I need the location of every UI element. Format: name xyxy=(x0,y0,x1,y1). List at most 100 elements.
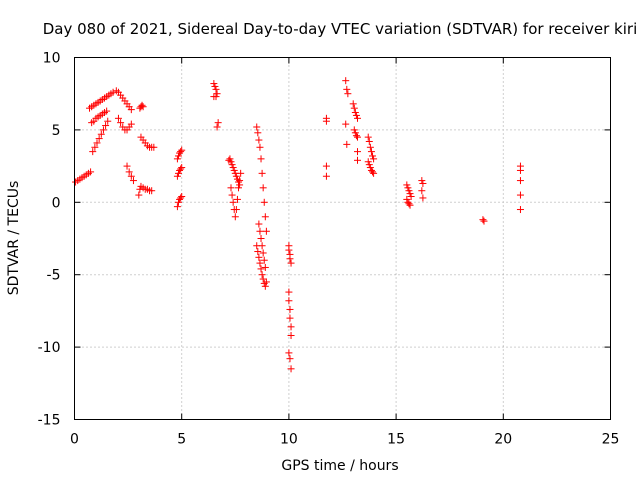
data-point xyxy=(322,117,330,125)
data-point xyxy=(233,195,241,203)
data-point xyxy=(211,82,219,90)
data-point xyxy=(123,162,131,170)
data-point xyxy=(256,227,264,235)
data-point xyxy=(254,129,262,137)
data-point xyxy=(178,146,186,154)
data-point xyxy=(178,164,186,172)
x-tick-label: 25 xyxy=(602,432,620,448)
data-point xyxy=(286,305,294,313)
data-point xyxy=(366,164,374,172)
data-point xyxy=(95,135,103,143)
data-point xyxy=(212,93,220,101)
axis-ticks: 0 5 10 15 20 25 10 5 0 -5 -10 -15 xyxy=(38,51,620,448)
data-point xyxy=(287,332,295,340)
data-point xyxy=(255,220,263,228)
data-point xyxy=(405,187,413,195)
chart-title: Day 080 of 2021, Sidereal Day-to-day VTE… xyxy=(43,20,638,38)
data-point xyxy=(350,126,358,134)
data-point xyxy=(236,177,244,185)
data-point xyxy=(364,158,372,166)
data-point xyxy=(343,140,351,148)
data-point xyxy=(237,169,245,177)
data-point xyxy=(260,256,268,264)
data-point xyxy=(322,162,330,170)
data-point xyxy=(255,136,263,144)
y-tick-label: -10 xyxy=(38,340,61,356)
data-point xyxy=(260,198,268,206)
data-point xyxy=(354,114,362,122)
data-point xyxy=(350,104,358,112)
data-point xyxy=(148,187,156,195)
data-point xyxy=(173,172,181,180)
data-point xyxy=(139,103,147,111)
data-point xyxy=(404,184,412,192)
data-point xyxy=(253,242,261,250)
data-point xyxy=(260,279,268,287)
data-point xyxy=(258,271,266,279)
data-point xyxy=(516,177,524,185)
data-point xyxy=(406,190,414,198)
data-point xyxy=(370,155,378,163)
data-point xyxy=(177,165,185,173)
data-point xyxy=(285,349,293,357)
data-point xyxy=(344,90,352,98)
data-point xyxy=(91,143,99,151)
data-point xyxy=(212,85,220,93)
data-point xyxy=(354,148,362,156)
data-point xyxy=(129,177,137,185)
data-point xyxy=(257,235,265,242)
data-point xyxy=(480,217,488,225)
data-point xyxy=(213,123,221,131)
data-point xyxy=(285,288,293,296)
data-point xyxy=(102,122,110,130)
data-point xyxy=(178,193,186,201)
data-point xyxy=(286,355,294,363)
data-point xyxy=(370,169,378,177)
data-point xyxy=(227,184,235,192)
data-point xyxy=(114,114,122,122)
data-point xyxy=(403,181,411,189)
data-point xyxy=(104,117,112,125)
data-point xyxy=(351,109,359,117)
data-points xyxy=(72,77,524,373)
data-point xyxy=(369,168,377,176)
data-point xyxy=(285,297,293,305)
data-point xyxy=(419,179,427,187)
data-point xyxy=(97,130,105,138)
data-point xyxy=(177,148,185,156)
data-point xyxy=(365,161,373,169)
y-tick-label: 5 xyxy=(52,123,61,139)
x-tick-label: 20 xyxy=(494,432,512,448)
data-point xyxy=(259,184,267,192)
data-point xyxy=(354,156,362,164)
y-tick-label: -5 xyxy=(47,268,61,284)
data-point xyxy=(138,101,146,109)
data-point xyxy=(227,158,235,166)
x-tick-label: 5 xyxy=(177,432,186,448)
data-point xyxy=(228,161,236,169)
data-point xyxy=(261,213,269,221)
x-tick-label: 10 xyxy=(280,432,298,448)
data-point xyxy=(253,123,261,131)
data-point xyxy=(285,246,293,254)
data-point xyxy=(259,249,267,257)
data-point xyxy=(93,139,101,147)
data-point xyxy=(255,253,263,261)
data-point xyxy=(235,184,243,192)
grid-lines xyxy=(74,57,611,420)
data-point xyxy=(516,206,524,214)
data-point xyxy=(214,119,222,127)
data-point xyxy=(516,191,524,199)
data-point xyxy=(173,155,181,163)
data-point xyxy=(87,168,95,176)
data-point xyxy=(254,248,262,256)
data-point xyxy=(286,314,294,322)
data-point xyxy=(418,187,426,195)
data-point xyxy=(231,213,239,221)
data-point xyxy=(230,166,238,174)
data-point xyxy=(232,172,240,180)
data-point xyxy=(229,198,237,206)
data-point xyxy=(286,255,294,263)
data-point xyxy=(173,203,181,211)
